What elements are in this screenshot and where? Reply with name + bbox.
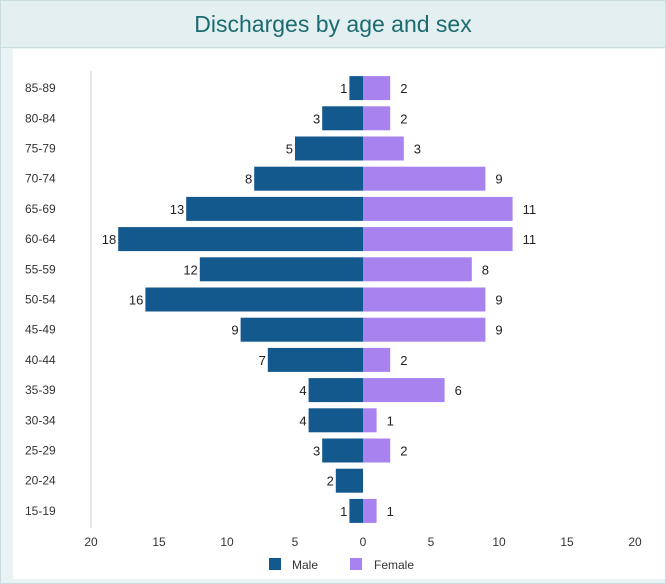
x-tick-label: 20 — [84, 535, 98, 549]
bar-female — [363, 318, 485, 342]
data-label-male: 12 — [183, 262, 197, 277]
data-label-male: 8 — [245, 172, 252, 187]
y-tick-label: 20-24 — [25, 474, 56, 488]
x-tick-label: 10 — [220, 535, 234, 549]
data-label-male: 3 — [313, 111, 320, 126]
bar-female — [363, 408, 377, 432]
y-tick-label: 50-54 — [25, 293, 56, 307]
data-label-male: 9 — [231, 323, 238, 338]
bar-male — [254, 167, 363, 191]
legend-swatch-male — [269, 558, 281, 570]
x-tick-label: 0 — [360, 535, 367, 549]
bar-female — [363, 499, 377, 523]
y-tick-label: 35-39 — [25, 383, 56, 397]
data-label-male: 1 — [340, 81, 347, 96]
data-label-female: 11 — [523, 202, 537, 217]
chart-title: Discharges by age and sex — [194, 11, 471, 38]
data-label-female: 1 — [387, 413, 394, 428]
data-label-male: 13 — [170, 202, 184, 217]
data-label-male: 3 — [313, 444, 320, 459]
bar-male — [322, 106, 363, 130]
bar-female — [363, 106, 390, 130]
bar-male — [349, 76, 363, 100]
data-label-female: 9 — [495, 172, 502, 187]
y-tick-label: 65-69 — [25, 202, 56, 216]
data-label-male: 16 — [129, 293, 143, 308]
bar-female — [363, 257, 472, 281]
bar-female — [363, 227, 513, 251]
data-label-male: 4 — [299, 413, 306, 428]
data-label-male: 18 — [102, 232, 116, 247]
bar-female — [363, 167, 485, 191]
data-label-female: 8 — [482, 262, 489, 277]
x-tick-label: 10 — [492, 535, 506, 549]
bar-female — [363, 378, 445, 402]
bar-male — [118, 227, 363, 251]
y-tick-label: 60-64 — [25, 232, 56, 246]
data-label-male: 4 — [299, 383, 306, 398]
pyramid-chart: 85-89 1 280-84 3 275-79 5 370-74 8 965-69 13 1160-… — [13, 49, 665, 579]
y-tick-label: 45-49 — [25, 323, 56, 337]
y-tick-label: 80-84 — [25, 111, 56, 125]
bar-male — [322, 439, 363, 463]
y-tick-label: 40-44 — [25, 353, 56, 367]
legend-label-female: Female — [374, 558, 414, 572]
bar-female — [363, 439, 390, 463]
chart-title-bar: Discharges by age and sex — [1, 1, 665, 48]
data-label-male: 5 — [286, 142, 293, 157]
data-label-male: 1 — [340, 504, 347, 519]
data-label-female: 9 — [495, 293, 502, 308]
bar-male — [241, 318, 363, 342]
data-label-female: 2 — [400, 353, 407, 368]
x-tick-label: 20 — [628, 535, 642, 549]
data-label-female: 3 — [414, 142, 421, 157]
data-label-female: 11 — [523, 232, 537, 247]
y-tick-label: 75-79 — [25, 142, 56, 156]
y-tick-label: 55-59 — [25, 262, 56, 276]
data-label-female: 2 — [400, 444, 407, 459]
x-tick-label: 5 — [428, 535, 435, 549]
bar-male — [200, 257, 363, 281]
bar-female — [363, 288, 485, 312]
data-label-female: 6 — [455, 383, 462, 398]
bar-male — [349, 499, 363, 523]
data-label-female: 1 — [387, 504, 394, 519]
x-tick-label: 15 — [152, 535, 166, 549]
data-label-female: 9 — [495, 323, 502, 338]
data-label-female: 2 — [400, 81, 407, 96]
y-tick-label: 30-34 — [25, 413, 56, 427]
data-label-male: 2 — [327, 474, 334, 489]
legend-swatch-female — [350, 558, 362, 570]
y-tick-label: 25-29 — [25, 444, 56, 458]
data-label-female: 2 — [400, 111, 407, 126]
bar-female — [363, 76, 390, 100]
bar-male — [145, 288, 363, 312]
bar-female — [363, 137, 404, 161]
bar-male — [186, 197, 363, 221]
bar-female — [363, 197, 513, 221]
y-tick-label: 70-74 — [25, 172, 56, 186]
plot-area: 85-89 1 2 80-84 3 2 75-79 5 3 70-74 8 9 65-69 13 11 60-… — [13, 49, 665, 579]
y-tick-label: 15-19 — [25, 504, 56, 518]
x-tick-label: 15 — [560, 535, 574, 549]
data-label-male: 7 — [259, 353, 266, 368]
x-tick-label: 5 — [292, 535, 299, 549]
y-tick-label: 85-89 — [25, 81, 56, 95]
bar-male — [336, 469, 363, 493]
bar-female — [363, 348, 390, 372]
legend-label-male: Male — [292, 558, 318, 572]
bar-male — [309, 378, 363, 402]
bar-male — [295, 137, 363, 161]
bar-male — [268, 348, 363, 372]
bar-male — [309, 408, 363, 432]
